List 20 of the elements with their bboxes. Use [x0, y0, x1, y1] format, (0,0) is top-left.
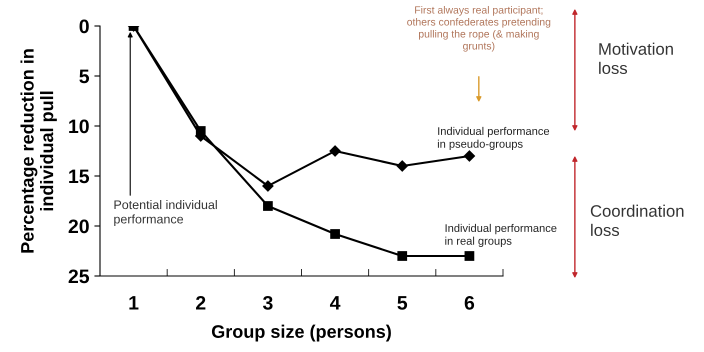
x-axis-title: Group size (persons) [212, 324, 391, 342]
annotation: First always real participant; others confederates pretending pulling the rope (& making grunts) [407, 6, 550, 52]
y-tick-label: 5 [79, 70, 90, 84]
x-tick-label: 3 [262, 296, 273, 310]
y-tick-label: 20 [68, 219, 89, 234]
series-label: Individual performance in pseudo-groups [438, 126, 550, 150]
x-tick-label: 2 [196, 296, 206, 310]
series-label: Individual performance in real groups [445, 224, 556, 247]
text: Motivation loss [599, 42, 673, 74]
x-tick-label: 4 [330, 296, 340, 310]
text: Coordination loss [590, 204, 684, 236]
y-tick-label: 15 [69, 170, 90, 184]
x-tick-label: 1 [129, 296, 138, 310]
y-tick-label: 0 [80, 19, 89, 34]
x-tick-label: 6 [464, 296, 474, 310]
y-tick-label: 10 [69, 119, 89, 134]
y-axis-title: Percentage reduction in individual pull [20, 49, 57, 253]
annotation: Potential individual performance [114, 200, 217, 226]
y-tick-label: 25 [68, 269, 90, 284]
x-tick-label: 5 [397, 296, 408, 310]
